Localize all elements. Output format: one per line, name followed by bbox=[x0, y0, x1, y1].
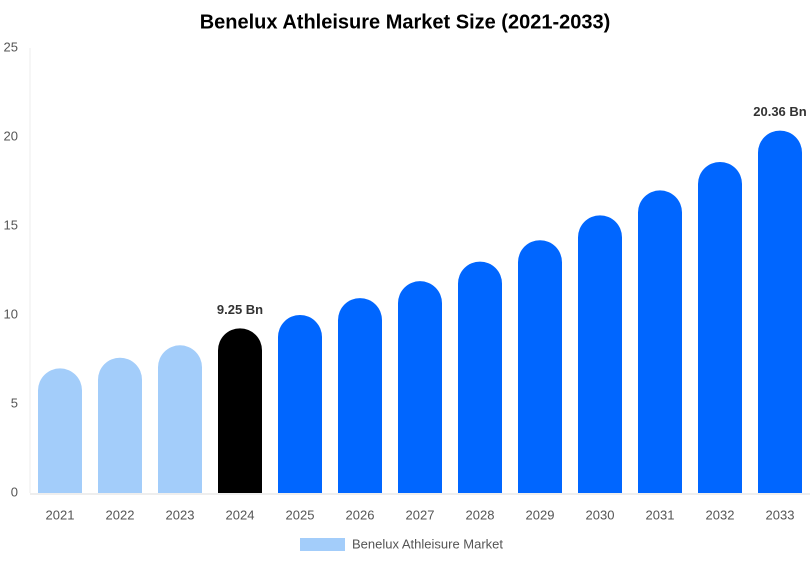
x-tick-label: 2027 bbox=[406, 507, 435, 522]
x-tick-label: 2022 bbox=[106, 507, 135, 522]
bar bbox=[638, 190, 682, 493]
bar bbox=[38, 368, 82, 493]
y-tick-label: 5 bbox=[11, 395, 18, 410]
y-tick-label: 15 bbox=[4, 217, 18, 232]
chart-title: Benelux Athleisure Market Size (2021-203… bbox=[200, 11, 611, 33]
x-tick-label: 2030 bbox=[586, 507, 615, 522]
x-tick-label: 2033 bbox=[766, 507, 795, 522]
value-label: 20.36 Bn bbox=[753, 104, 807, 119]
value-label: 9.25 Bn bbox=[217, 302, 263, 317]
x-tick-label: 2031 bbox=[646, 507, 675, 522]
bar bbox=[278, 315, 322, 493]
y-tick-label: 10 bbox=[4, 306, 18, 321]
bar bbox=[578, 215, 622, 493]
bar bbox=[698, 161, 742, 494]
y-tick-label: 25 bbox=[4, 39, 18, 54]
legend-swatch bbox=[300, 538, 345, 551]
x-tick-label: 2023 bbox=[166, 507, 195, 522]
x-tick-label: 2024 bbox=[226, 507, 255, 522]
bar bbox=[338, 298, 382, 493]
x-tick-label: 2029 bbox=[526, 507, 555, 522]
legend-label: Benelux Athleisure Market bbox=[352, 536, 503, 551]
bar bbox=[398, 281, 442, 493]
bar bbox=[218, 328, 262, 493]
x-tick-label: 2028 bbox=[466, 507, 495, 522]
bar bbox=[518, 240, 562, 493]
bar bbox=[98, 357, 142, 493]
bar bbox=[158, 345, 202, 493]
y-tick-label: 20 bbox=[4, 128, 18, 143]
x-tick-label: 2032 bbox=[706, 507, 735, 522]
bar bbox=[458, 261, 502, 493]
x-tick-label: 2026 bbox=[346, 507, 375, 522]
y-tick-label: 0 bbox=[11, 484, 18, 499]
x-tick-label: 2021 bbox=[46, 507, 75, 522]
x-tick-label: 2025 bbox=[286, 507, 315, 522]
bar bbox=[758, 130, 802, 494]
